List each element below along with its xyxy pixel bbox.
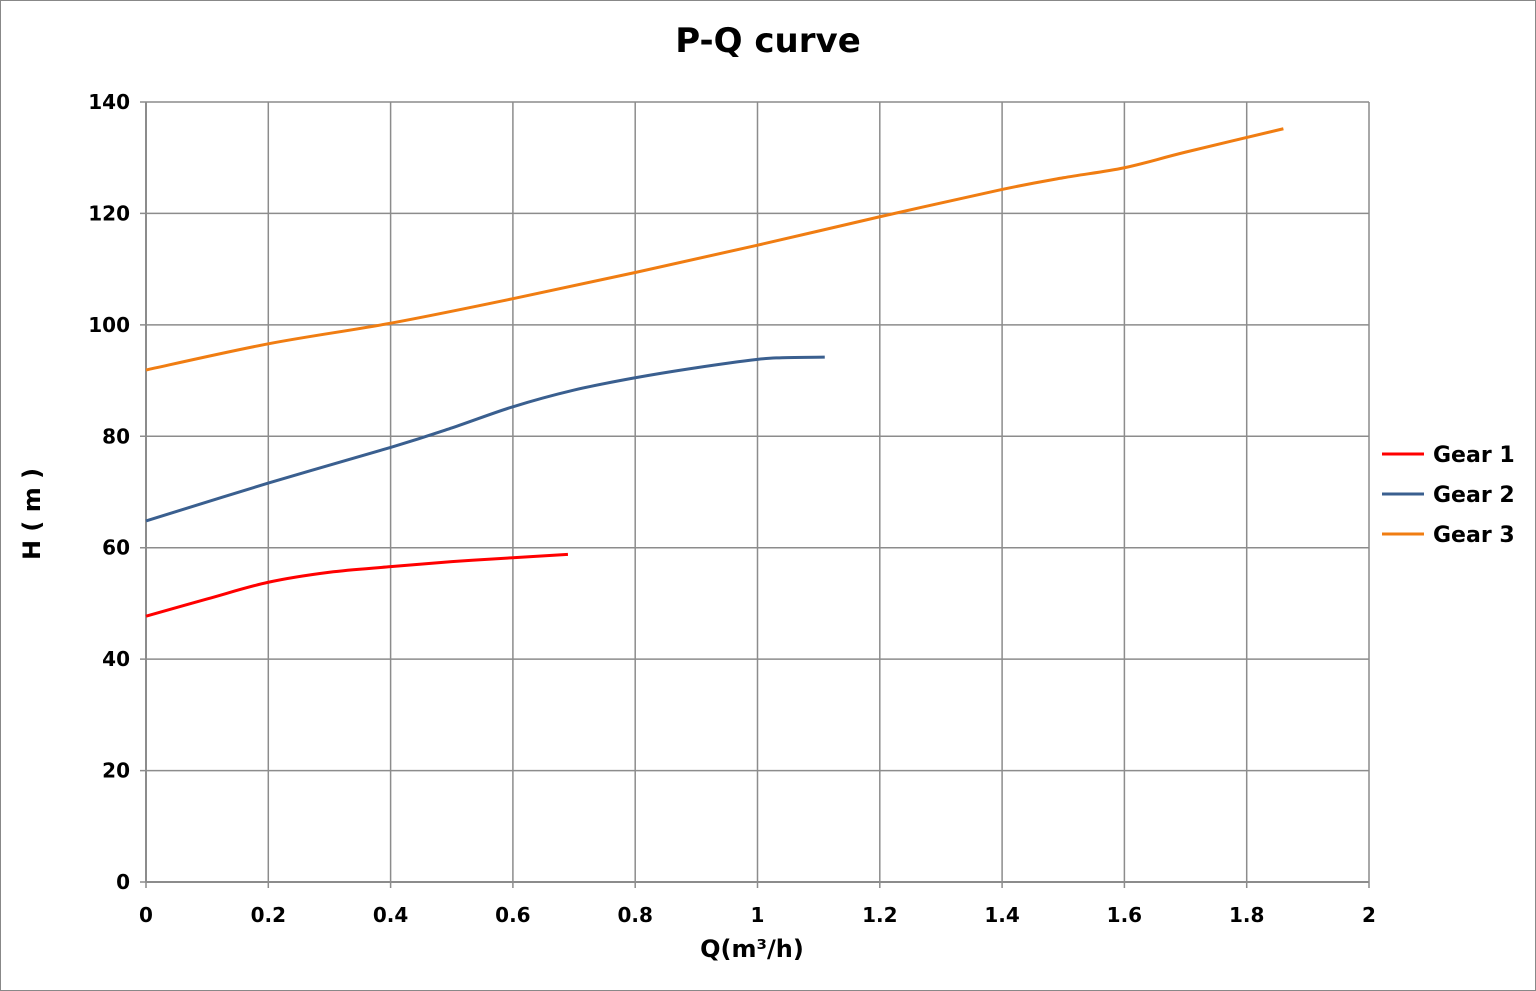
x-axis-label: Q(m³/h) [700, 935, 804, 963]
x-tick-label: 1.4 [984, 903, 1019, 927]
series-line-gear-1 [145, 552, 569, 618]
y-axis-label: H ( m ) [18, 468, 46, 560]
x-tick-label: 1.8 [1229, 903, 1264, 927]
x-tick-label: 2 [1362, 903, 1376, 927]
series-line-gear-3 [145, 127, 1284, 372]
legend-label: Gear 3 [1433, 523, 1515, 548]
y-tick-label: 120 [88, 201, 130, 225]
legend-label: Gear 2 [1433, 483, 1515, 508]
chart-title: P-Q curve [675, 21, 861, 61]
y-tick-label: 140 [88, 90, 130, 114]
x-tick-label: 1.2 [862, 903, 897, 927]
y-tick-label: 100 [88, 313, 130, 337]
x-tick-label: 0.8 [617, 903, 652, 927]
x-tick-label: 1.6 [1107, 903, 1142, 927]
x-tick-label: 0 [139, 903, 153, 927]
y-tick-label: 80 [102, 424, 130, 448]
grid: 0 0.2 0.4 0.6 0.8 1 1.2 1.4 1.6 1.8 20204060801001… [88, 90, 1376, 927]
series-line-gear-2 [145, 355, 825, 523]
y-tick-label: 0 [116, 870, 130, 894]
legend-label: Gear 1 [1433, 443, 1515, 468]
x-tick-label: 0.4 [373, 903, 408, 927]
y-tick-label: 20 [102, 759, 130, 783]
series-group [145, 127, 1284, 618]
x-tick-label: 0.2 [251, 903, 286, 927]
legend: Gear 1 Gear 2 Gear 3 [1382, 443, 1515, 548]
x-tick-label: 1 [751, 903, 765, 927]
y-tick-label: 40 [102, 647, 130, 671]
y-tick-label: 60 [102, 536, 130, 560]
x-tick-label: 0.6 [495, 903, 530, 927]
